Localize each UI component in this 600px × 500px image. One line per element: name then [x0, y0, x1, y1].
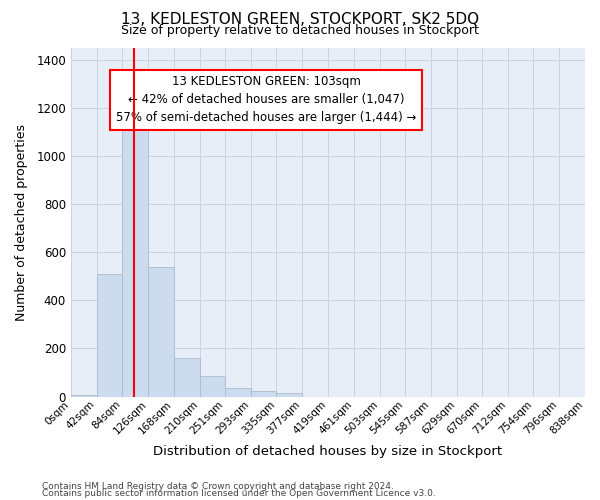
- Bar: [122, 118, 148, 396]
- Text: Size of property relative to detached houses in Stockport: Size of property relative to detached ho…: [121, 24, 479, 37]
- Bar: [148, 266, 174, 396]
- Bar: [200, 376, 225, 396]
- Text: Contains HM Land Registry data © Crown copyright and database right 2024.: Contains HM Land Registry data © Crown c…: [42, 482, 394, 491]
- Bar: [277, 393, 302, 396]
- Bar: [251, 391, 277, 396]
- Text: Contains public sector information licensed under the Open Government Licence v3: Contains public sector information licen…: [42, 489, 436, 498]
- X-axis label: Distribution of detached houses by size in Stockport: Distribution of detached houses by size …: [154, 444, 503, 458]
- Y-axis label: Number of detached properties: Number of detached properties: [15, 124, 28, 320]
- Bar: [174, 358, 200, 397]
- Bar: [71, 394, 97, 396]
- Text: 13 KEDLESTON GREEN: 103sqm
← 42% of detached houses are smaller (1,047)
57% of s: 13 KEDLESTON GREEN: 103sqm ← 42% of deta…: [116, 76, 416, 124]
- Bar: [97, 274, 122, 396]
- Text: 13, KEDLESTON GREEN, STOCKPORT, SK2 5DQ: 13, KEDLESTON GREEN, STOCKPORT, SK2 5DQ: [121, 12, 479, 28]
- Bar: [225, 388, 251, 396]
